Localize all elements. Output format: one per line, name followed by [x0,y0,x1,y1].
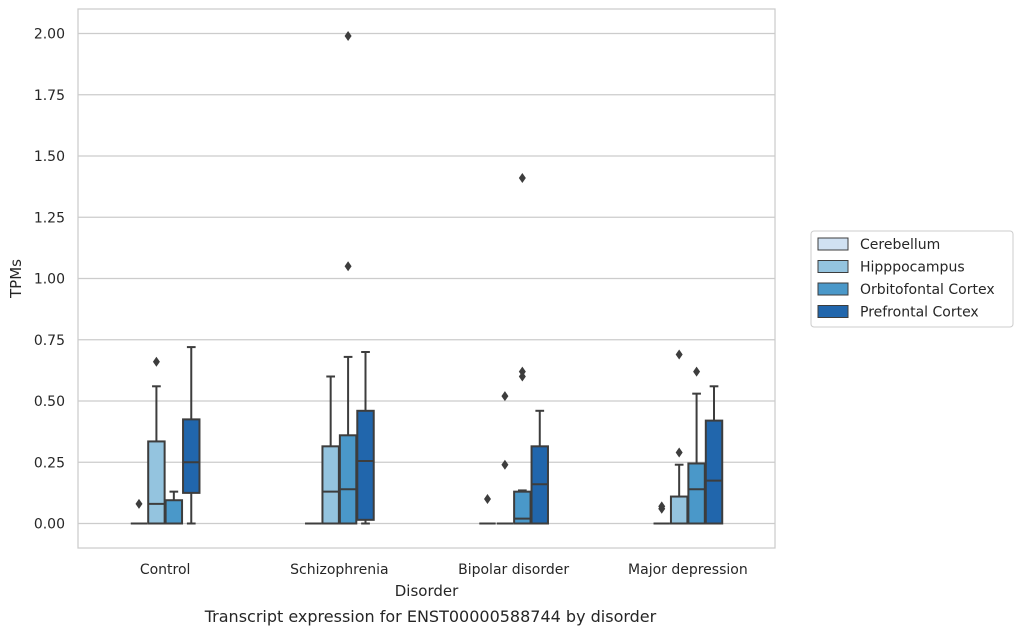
outlier-point [344,30,352,41]
legend-label: Hipppocampus [860,260,965,276]
y-tick-label: 0.75 [34,333,65,349]
legend-label: Cerebellum [860,237,940,253]
outlier-point [675,447,683,458]
legend-swatch [817,305,849,318]
legend-swatch [817,260,849,273]
y-tick-label: 0.25 [34,455,65,471]
y-tick-label: 1.75 [34,88,65,104]
outlier-point [693,366,701,377]
y-tick-label: 1.00 [34,272,65,288]
x-tick-label: Control [140,562,191,578]
box-body [669,495,689,525]
box-orbitofontal-cortex [338,30,358,525]
box-cerebellum [130,498,148,525]
box-prefrontal-cortex [704,385,724,525]
box-hipppocampus [147,356,166,525]
legend-label: Orbitofontal Cortex [860,282,995,298]
box-body [356,409,375,521]
box-body [513,490,532,525]
outlier-point [152,356,160,367]
y-tick-label: 2.00 [34,27,65,43]
legend-label: Prefrontal Cortex [860,305,979,321]
legend: Cerebellum Hipppocampus Orbitofontal Corte… [810,230,1014,328]
box-hipppocampus [496,391,514,525]
y-axis-ticks: 0.00 0.25 0.50 0.75 1.00 1.25 1.50 1.75 2.00 [34,27,65,533]
plot-frame [77,8,776,549]
y-tick-label: 0.50 [34,394,65,410]
outlier-point [483,494,491,504]
box-cerebellum [479,494,496,525]
x-axis-label: Disorder [395,582,459,600]
outlier-point [675,349,683,360]
box-prefrontal-cortex [530,409,549,525]
outlier-point [518,366,526,377]
box-orbitofontal-cortex [513,173,532,525]
x-tick-label: Bipolar disorder [458,562,569,578]
box-body [182,418,201,494]
outlier-point [135,498,143,509]
box-body [338,434,358,525]
box-body [147,440,166,525]
outlier-point [501,459,509,470]
box-body [687,462,706,525]
chart-caption: Transcript expression for ENST0000058874… [204,607,657,626]
box-prefrontal-cortex [182,346,201,525]
legend-swatch [817,282,849,296]
box-orbitofontal-cortex [687,366,706,525]
plot-area [130,30,724,525]
box-prefrontal-cortex [356,351,375,525]
outlier-point [344,261,352,272]
y-tick-label: 0.00 [34,517,65,533]
box-body [164,499,184,525]
outlier-point [658,501,666,512]
box-cerebellum [653,501,670,525]
x-tick-label: Schizophrenia [290,562,388,578]
box-body [704,419,724,525]
box-hipppocampus [669,349,689,525]
outlier-point [518,173,526,184]
legend-swatch [817,237,849,251]
y-axis-label: TPMs [7,259,25,299]
box-orbitofontal-cortex [164,490,184,525]
y-tick-label: 1.50 [34,149,65,165]
x-axis-ticks: Control Schizophrenia Bipolar disorder Majo… [140,562,748,578]
box-body [321,445,340,525]
legend-frame [810,230,1014,328]
y-tick-label: 1.25 [34,210,65,226]
outlier-point [501,391,509,402]
x-tick-label: Major depression [628,562,748,578]
box-hipppocampus [321,375,340,525]
